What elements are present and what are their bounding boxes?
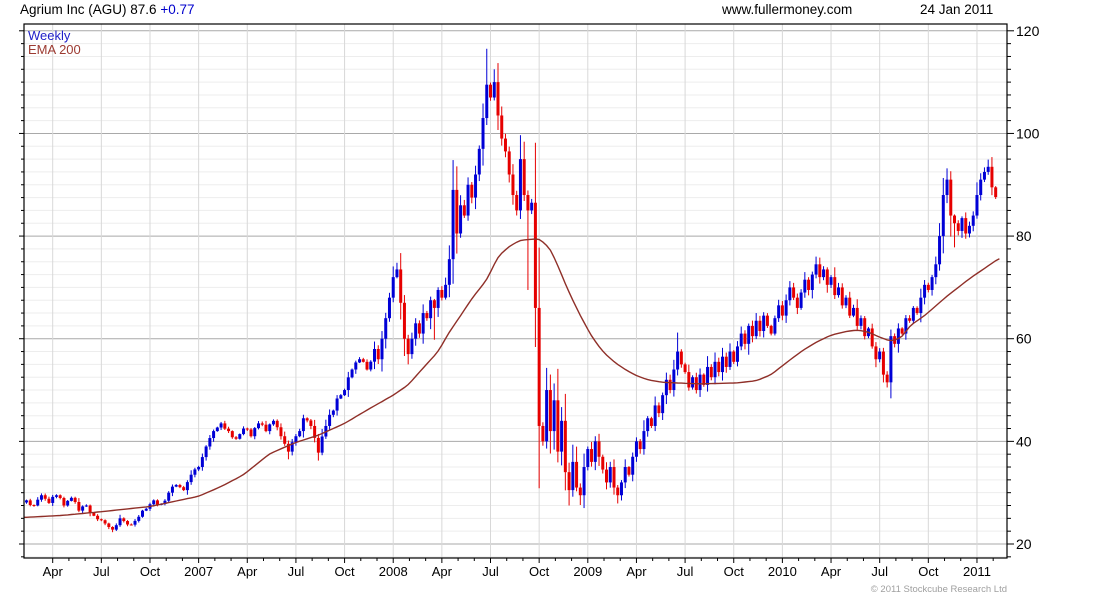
svg-text:Oct: Oct [334, 564, 355, 579]
svg-text:20: 20 [1016, 536, 1032, 552]
svg-text:Oct: Oct [724, 564, 745, 579]
price-change: +0.77 [160, 2, 195, 17]
svg-text:Oct: Oct [529, 564, 550, 579]
svg-text:Apr: Apr [821, 564, 842, 579]
instrument-and-price: Agrium Inc (AGU) 87.6 [20, 2, 157, 17]
svg-text:Apr: Apr [237, 564, 258, 579]
chart-title: Agrium Inc (AGU) 87.6 +0.77 [20, 2, 194, 17]
svg-text:Oct: Oct [140, 564, 161, 579]
source-url: www.fullermoney.com [722, 2, 853, 17]
svg-text:2008: 2008 [379, 564, 408, 579]
legend-weekly: Weekly [28, 28, 71, 43]
svg-text:2011: 2011 [963, 564, 991, 579]
svg-text:40: 40 [1016, 433, 1032, 449]
svg-text:Jul: Jul [482, 564, 499, 579]
copyright-notice: © 2011 Stockcube Research Ltd [870, 584, 1007, 595]
svg-text:Apr: Apr [626, 564, 647, 579]
svg-text:2009: 2009 [573, 564, 602, 579]
svg-text:2010: 2010 [768, 564, 797, 579]
svg-text:2007: 2007 [184, 564, 213, 579]
svg-text:Jul: Jul [288, 564, 305, 579]
chart-date: 24 Jan 2011 [920, 2, 994, 17]
svg-text:Apr: Apr [43, 564, 64, 579]
svg-text:120: 120 [1016, 23, 1040, 39]
svg-text:Jul: Jul [677, 564, 694, 579]
svg-text:Oct: Oct [918, 564, 939, 579]
svg-text:60: 60 [1016, 331, 1032, 347]
svg-text:80: 80 [1016, 228, 1032, 244]
svg-text:100: 100 [1016, 125, 1040, 141]
svg-text:Jul: Jul [93, 564, 110, 579]
svg-text:Apr: Apr [432, 564, 453, 579]
svg-text:Jul: Jul [871, 564, 888, 579]
legend-ema-200: EMA 200 [28, 42, 81, 57]
